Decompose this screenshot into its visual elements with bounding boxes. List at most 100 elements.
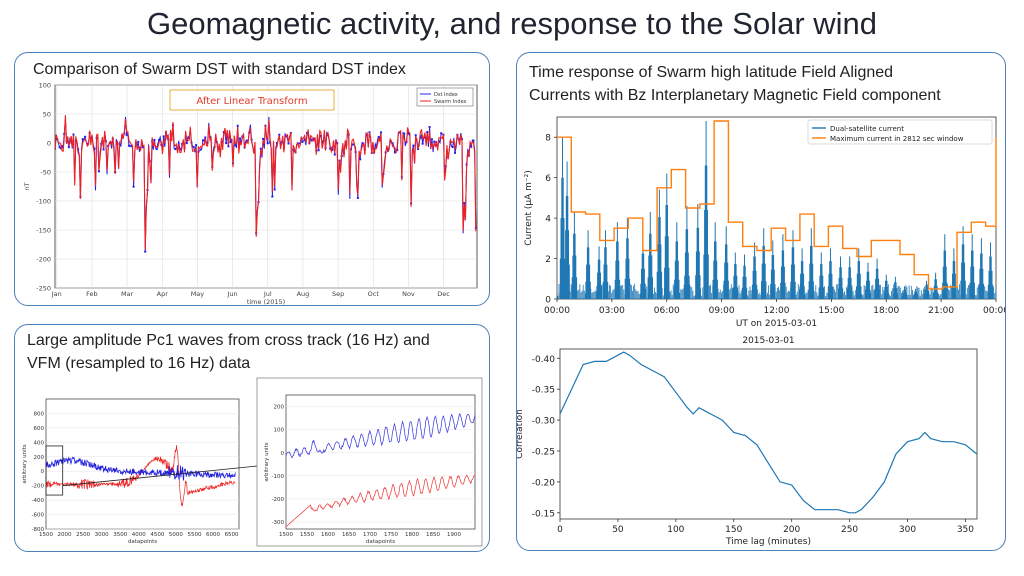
corr-ytick-label: -0.15 <box>532 509 555 519</box>
dst-index-marker <box>273 188 276 191</box>
dst-index-marker <box>234 144 237 147</box>
dst-ylabel: nT <box>23 182 31 190</box>
dst-index-marker <box>125 133 128 136</box>
dst-xtick-label: Mar <box>121 290 134 298</box>
corr-xtick-label: 50 <box>612 525 624 535</box>
pc1-full-ytick-label: -200 <box>32 484 45 490</box>
fac-legend-label: Dual-satellite current <box>830 125 904 133</box>
fac-current-spike <box>741 254 748 299</box>
dst-index-marker <box>377 136 380 139</box>
dst-index-marker <box>60 145 63 148</box>
pc1-full-ytick-label: 600 <box>34 426 45 432</box>
fac-ytick-label: 2 <box>545 255 551 265</box>
fac-current-spike <box>790 230 796 299</box>
fac-current-spike <box>901 286 908 299</box>
dst-index-marker <box>102 148 105 151</box>
fac-current-spike <box>647 212 653 299</box>
dst-index-marker <box>352 143 355 146</box>
dst-index-marker <box>141 146 144 149</box>
pc1-zoom-xtick-label: 1900 <box>447 532 461 538</box>
fac-current-spike <box>585 230 591 299</box>
pc1-full-ytick-label: -400 <box>32 498 45 504</box>
corr-ytick-label: -0.35 <box>532 386 555 396</box>
corr-xtick-label: 250 <box>841 525 858 535</box>
pc1-full-ytick-label: -800 <box>32 527 45 533</box>
dst-index-marker <box>470 145 473 148</box>
pc1-full-xtick-label: 3500 <box>113 532 127 538</box>
dst-xlabel: time (2015) <box>247 298 285 305</box>
pc1-caption-line1: Large amplitude Pc1 waves from cross tra… <box>27 332 430 349</box>
fac-current-spike <box>969 234 975 299</box>
dst-index-marker <box>199 148 202 151</box>
fac-current-spike <box>770 240 776 299</box>
dst-index-marker <box>421 142 424 145</box>
pc1-zoom-box <box>45 445 64 496</box>
fac-ytick-label: 6 <box>545 174 551 184</box>
dst-index-marker <box>359 158 362 161</box>
dst-index-marker <box>201 139 204 142</box>
dst-index-marker <box>81 138 84 141</box>
fac-current-spike <box>703 121 709 299</box>
pc1-full-xtick-label: 5500 <box>187 532 201 538</box>
dst-xtick-label: Oct <box>368 290 380 298</box>
fac-max-current-line <box>557 120 997 290</box>
fac-current-spike <box>987 242 994 299</box>
dst-index-marker <box>84 135 87 138</box>
dst-index-marker <box>331 148 334 151</box>
dst-index-marker <box>137 140 140 143</box>
dst-index-marker <box>195 144 198 147</box>
dst-plot-area <box>54 84 478 289</box>
dst-index-marker <box>430 138 433 141</box>
fac-current-spike <box>978 238 985 299</box>
pc1-zoom-xtick-label: 1750 <box>384 532 398 538</box>
pc1-zoom-ytick-label: -100 <box>272 474 285 480</box>
fac-plot-area <box>556 116 997 300</box>
pc1-zoom-xtick-label: 1650 <box>342 532 356 538</box>
dst-index-marker <box>275 141 278 144</box>
fac-caption-line1: Time response of Swarm high latitude Fie… <box>529 64 894 81</box>
pc1-panel: Large amplitude Pc1 waves from cross tra… <box>14 324 490 552</box>
fac-xlabel: UT on 2015-03-01 <box>736 319 817 329</box>
corr-xtick-label: 200 <box>783 525 800 535</box>
pc1-full-xtick-label: 4000 <box>132 532 146 538</box>
fac-current-spike <box>874 258 880 299</box>
dst-xtick-label: Jul <box>263 290 272 298</box>
fac-current-spike <box>602 230 609 299</box>
dst-ytick-label: -150 <box>36 227 51 235</box>
corr-ytick-label: -0.30 <box>532 417 556 427</box>
pc1-full-ytick-label: 800 <box>34 411 45 417</box>
dst-index-marker <box>238 137 241 140</box>
fac-chart: 0 2 4 6 8 00:00 03:00 06:00 09:00 12:00 15:00 18:00… <box>517 116 1005 547</box>
dst-index-marker <box>451 146 454 149</box>
fac-xtick-label: 00:00 <box>544 306 570 316</box>
fac-current-spike <box>827 248 834 299</box>
fac-current-spike <box>847 256 853 299</box>
dst-xtick-label: Jun <box>227 290 238 298</box>
fac-xtick-label: 03:00 <box>599 306 625 316</box>
dst-index-marker <box>312 137 315 140</box>
dst-xtick-label: Sep <box>332 290 344 298</box>
dst-annotation-box <box>169 89 335 111</box>
fac-current-spike <box>695 204 701 299</box>
pc1-caption-line2: VFM (resampled to 16 Hz) data <box>27 355 251 372</box>
pc1-zoom-xtick-label: 1600 <box>321 532 335 538</box>
fac-current-spike <box>732 252 738 299</box>
fac-current-spike <box>883 274 889 299</box>
corr-xtick-label: 0 <box>557 525 563 535</box>
dst-ytick-label: -100 <box>36 198 51 206</box>
dst-index-marker <box>158 138 161 141</box>
dst-index-marker <box>144 250 147 253</box>
dst-legend-label: Dst Index <box>434 92 458 98</box>
dst-index-marker <box>333 153 336 156</box>
pc1-zoom-ytick-label: -300 <box>272 520 285 526</box>
pc1-full-xtick-label: 6500 <box>225 532 239 538</box>
dst-ytick-label: -250 <box>36 285 51 293</box>
dst-index-marker <box>278 133 281 136</box>
fac-current-spike <box>808 228 814 299</box>
fac-current-spike <box>837 256 844 299</box>
fac-current-spike <box>664 173 670 299</box>
dst-index-marker <box>301 140 304 143</box>
fac-current-spike <box>656 189 663 299</box>
fac-xtick-label: 00:00 <box>983 306 1005 316</box>
pc1-zoom-ylabel: arbitrary units <box>264 442 270 481</box>
